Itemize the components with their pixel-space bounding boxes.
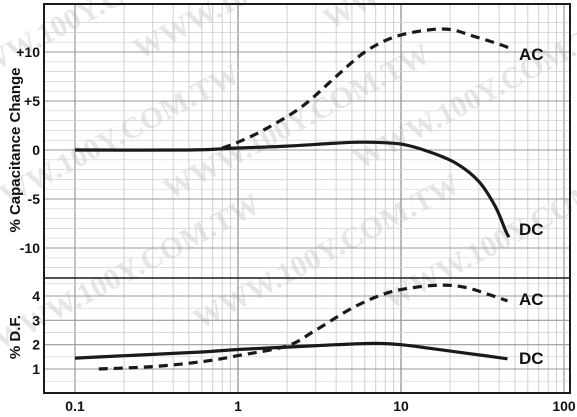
y-tick-label: 4 (32, 288, 40, 304)
x-tick-label: 1 (234, 398, 242, 414)
y-tick-label: +10 (16, 44, 40, 60)
series-line-top-ac (221, 27, 513, 150)
y-tick-label: 1 (32, 361, 40, 377)
series-line-bottom-dc (74, 341, 508, 361)
y-axis-label-top: % Capacitance Change (7, 67, 24, 232)
y-tick-label: +5 (24, 93, 40, 109)
y-tick-label: 3 (32, 312, 40, 328)
series-line-top-dc (74, 140, 511, 238)
plot-frame (43, 3, 571, 394)
y-tick-label: -10 (20, 240, 40, 256)
x-tick-label: 10 (393, 398, 409, 414)
series-label-top-dc: DC (519, 220, 544, 239)
y-tick-label: -5 (28, 191, 41, 207)
grid (44, 4, 570, 393)
x-tick-label: 0.1 (65, 398, 85, 414)
y-axis-label-bottom: % D.F. (7, 315, 24, 359)
series-label-bottom-ac: AC (519, 290, 544, 309)
series-label-bottom-dc: DC (519, 349, 544, 368)
x-tick-label: 100 (552, 398, 576, 414)
series-layer (74, 27, 513, 371)
series-line-bottom-ac (98, 283, 509, 371)
y-tick-label: 0 (32, 142, 40, 158)
y-tick-label: 2 (32, 337, 40, 353)
labels-layer: AC DC +10 +5 0 -5 -10 % Capacitance Change AC DC 4… (7, 44, 576, 414)
series-label-top-ac: AC (519, 45, 544, 64)
